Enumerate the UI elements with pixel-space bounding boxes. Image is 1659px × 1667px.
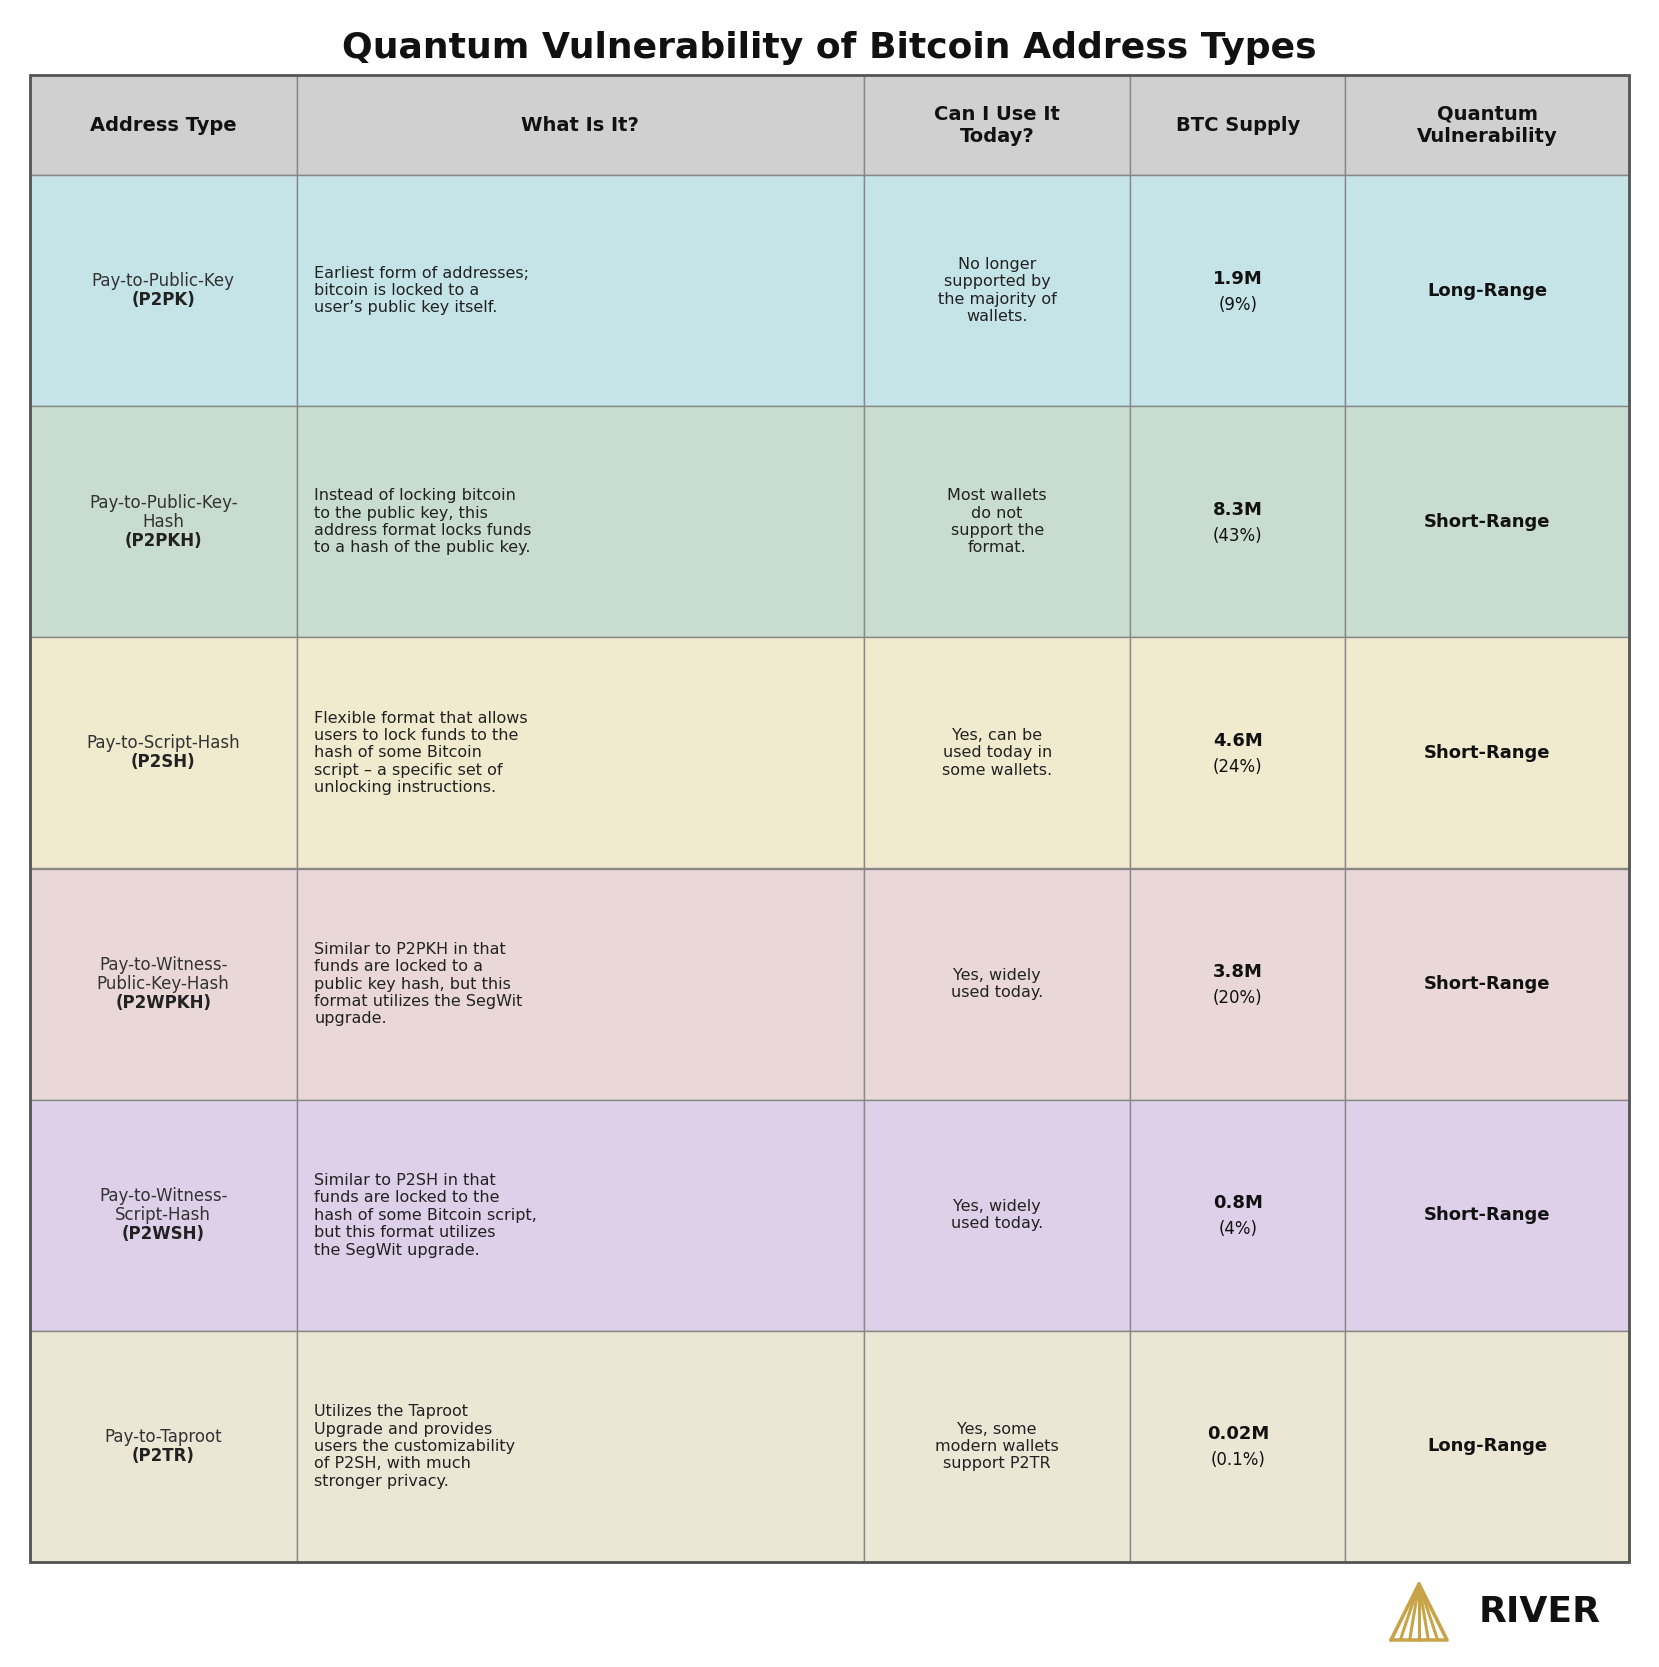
Bar <box>1345 869 1629 1100</box>
Text: Pay-to-Public-Key-: Pay-to-Public-Key- <box>90 493 237 512</box>
Text: Pay-to-Taproot: Pay-to-Taproot <box>105 1429 222 1445</box>
Text: Short-Range: Short-Range <box>1423 513 1551 530</box>
Bar <box>30 1100 297 1330</box>
Bar <box>1130 75 1345 175</box>
Text: Address Type: Address Type <box>90 115 237 135</box>
Text: No longer
supported by
the majority of
wallets.: No longer supported by the majority of w… <box>937 257 1057 323</box>
Bar <box>30 1330 297 1562</box>
Text: Yes, some
modern wallets
support P2TR: Yes, some modern wallets support P2TR <box>936 1422 1058 1472</box>
Bar <box>30 869 297 1100</box>
Text: (P2SH): (P2SH) <box>131 753 196 772</box>
Text: Hash: Hash <box>143 513 184 530</box>
Text: Long-Range: Long-Range <box>1427 1437 1548 1455</box>
Text: (P2PKH): (P2PKH) <box>124 532 202 550</box>
Text: Short-Range: Short-Range <box>1423 743 1551 762</box>
Bar <box>30 407 297 637</box>
Text: (4%): (4%) <box>1218 1220 1258 1239</box>
Bar <box>30 75 297 175</box>
Bar <box>1130 407 1345 637</box>
Bar <box>1345 407 1629 637</box>
Text: Pay-to-Witness-: Pay-to-Witness- <box>100 1187 227 1205</box>
Text: Public-Key-Hash: Public-Key-Hash <box>96 975 229 994</box>
Text: (P2TR): (P2TR) <box>131 1447 194 1465</box>
Bar <box>1130 637 1345 869</box>
Text: Script-Hash: Script-Hash <box>116 1207 211 1224</box>
Bar <box>864 407 1130 637</box>
Text: Similar to P2SH in that
funds are locked to the
hash of some Bitcoin script,
but: Similar to P2SH in that funds are locked… <box>315 1174 538 1257</box>
Text: 0.02M: 0.02M <box>1206 1425 1269 1444</box>
Bar <box>297 75 864 175</box>
Text: Yes, widely
used today.: Yes, widely used today. <box>951 1199 1044 1232</box>
Text: (43%): (43%) <box>1213 527 1262 545</box>
Text: (P2WPKH): (P2WPKH) <box>114 994 211 1012</box>
Bar <box>864 637 1130 869</box>
Bar <box>297 637 864 869</box>
Text: Quantum Vulnerability of Bitcoin Address Types: Quantum Vulnerability of Bitcoin Address… <box>342 32 1317 65</box>
Text: Long-Range: Long-Range <box>1427 282 1548 300</box>
Text: Yes, widely
used today.: Yes, widely used today. <box>951 969 1044 1000</box>
Text: 0.8M: 0.8M <box>1213 1194 1262 1212</box>
Bar <box>1345 637 1629 869</box>
Text: BTC Supply: BTC Supply <box>1176 115 1301 135</box>
Bar <box>297 175 864 407</box>
Text: Utilizes the Taproot
Upgrade and provides
users the customizability
of P2SH, wit: Utilizes the Taproot Upgrade and provide… <box>315 1404 516 1489</box>
Bar <box>30 75 1629 1562</box>
Text: Pay-to-Public-Key: Pay-to-Public-Key <box>91 272 236 290</box>
Text: Pay-to-Script-Hash: Pay-to-Script-Hash <box>86 735 241 752</box>
Bar <box>1345 175 1629 407</box>
Bar <box>864 1100 1130 1330</box>
Text: Yes, can be
used today in
some wallets.: Yes, can be used today in some wallets. <box>942 728 1052 778</box>
Text: RIVER: RIVER <box>1480 1595 1601 1629</box>
Text: (P2WSH): (P2WSH) <box>121 1225 204 1244</box>
Text: 4.6M: 4.6M <box>1213 732 1262 750</box>
Text: Can I Use It
Today?: Can I Use It Today? <box>934 105 1060 145</box>
Text: (P2PK): (P2PK) <box>131 292 196 308</box>
Bar <box>864 175 1130 407</box>
Text: 8.3M: 8.3M <box>1213 500 1262 518</box>
Bar <box>1345 1100 1629 1330</box>
Text: (0.1%): (0.1%) <box>1211 1452 1266 1469</box>
Bar <box>1130 1330 1345 1562</box>
Bar <box>30 175 297 407</box>
Text: Quantum
Vulnerability: Quantum Vulnerability <box>1417 105 1558 145</box>
Bar <box>1130 869 1345 1100</box>
Bar <box>30 637 297 869</box>
Bar <box>297 1100 864 1330</box>
Text: 3.8M: 3.8M <box>1213 964 1262 982</box>
Text: Flexible format that allows
users to lock funds to the
hash of some Bitcoin
scri: Flexible format that allows users to loc… <box>315 710 528 795</box>
Bar <box>1130 175 1345 407</box>
Bar <box>864 75 1130 175</box>
Bar <box>297 869 864 1100</box>
Text: Similar to P2PKH in that
funds are locked to a
public key hash, but this
format : Similar to P2PKH in that funds are locke… <box>315 942 523 1027</box>
Text: 1.9M: 1.9M <box>1213 270 1262 288</box>
Text: Earliest form of addresses;
bitcoin is locked to a
user’s public key itself.: Earliest form of addresses; bitcoin is l… <box>315 265 529 315</box>
Bar <box>1345 1330 1629 1562</box>
Text: What Is It?: What Is It? <box>521 115 639 135</box>
Text: Short-Range: Short-Range <box>1423 1207 1551 1224</box>
Bar <box>1345 75 1629 175</box>
Bar <box>1130 1100 1345 1330</box>
Bar <box>864 1330 1130 1562</box>
Bar <box>297 407 864 637</box>
Text: (9%): (9%) <box>1218 295 1258 313</box>
Text: Most wallets
do not
support the
format.: Most wallets do not support the format. <box>947 488 1047 555</box>
Text: (24%): (24%) <box>1213 758 1262 775</box>
Text: Short-Range: Short-Range <box>1423 975 1551 994</box>
Text: Instead of locking bitcoin
to the public key, this
address format locks funds
to: Instead of locking bitcoin to the public… <box>315 488 533 555</box>
Bar <box>297 1330 864 1562</box>
Bar <box>864 869 1130 1100</box>
Text: (20%): (20%) <box>1213 989 1262 1007</box>
Text: Pay-to-Witness-: Pay-to-Witness- <box>100 957 227 974</box>
